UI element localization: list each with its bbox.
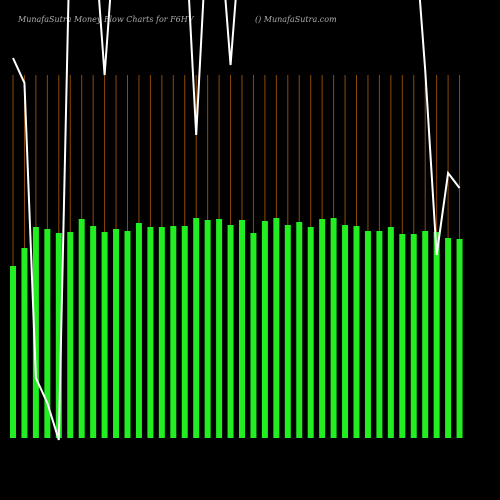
bar: [353, 226, 360, 438]
bar: [307, 227, 314, 438]
bar: [44, 229, 51, 438]
bar: [67, 232, 74, 438]
bar: [55, 233, 62, 438]
bar: [90, 226, 97, 438]
bar: [204, 220, 211, 438]
bar: [273, 218, 280, 438]
bar: [227, 225, 234, 438]
bar: [239, 220, 245, 438]
bar: [10, 266, 16, 438]
bar: [319, 219, 326, 438]
bar: [216, 219, 223, 438]
bar: [399, 234, 406, 438]
chart-subtitle: () MunafaSutra.com: [255, 15, 337, 24]
bar: [261, 221, 268, 438]
bar: [296, 222, 303, 438]
bar: [330, 218, 337, 438]
bar: [422, 231, 429, 438]
bar: [170, 226, 177, 438]
chart-title: MunafaSutra Money Flow Charts for F6HV: [17, 15, 195, 24]
bar: [147, 227, 154, 438]
bar: [32, 227, 39, 438]
bar: [250, 233, 257, 438]
bar: [387, 227, 394, 438]
bar: [433, 232, 440, 438]
bar: [158, 227, 165, 438]
bar: [342, 225, 349, 438]
bar: [410, 234, 417, 438]
bar: [284, 225, 291, 438]
bar: [101, 232, 108, 438]
bar: [21, 248, 28, 438]
bar: [181, 226, 188, 438]
bar: [364, 231, 371, 438]
bar: [113, 229, 120, 438]
bar: [135, 223, 142, 438]
bar: [193, 218, 200, 438]
bar: [78, 219, 85, 438]
bar: [124, 231, 131, 438]
bar: [456, 239, 463, 438]
bar: [376, 231, 383, 438]
bar: [445, 238, 452, 438]
